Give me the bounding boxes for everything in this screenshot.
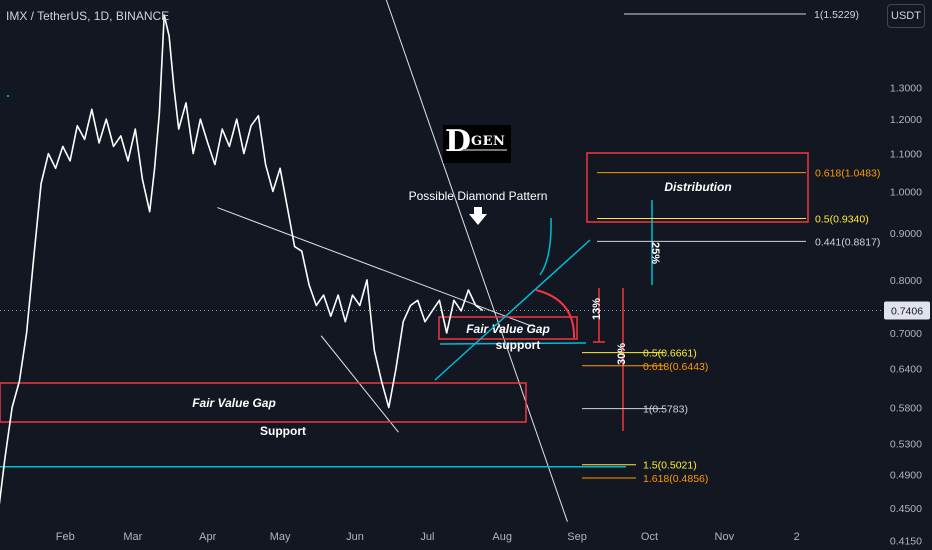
y-tick-label: 1.3000 xyxy=(890,82,922,94)
x-tick-label: Mar xyxy=(123,531,142,543)
x-tick-label: Feb xyxy=(56,531,75,543)
pct-13-label: 13% xyxy=(591,298,603,320)
logo-text: GEN xyxy=(471,134,506,149)
time-axis xyxy=(0,522,884,550)
current-price-label: 0.7406 xyxy=(891,306,923,318)
y-tick-label: 0.6400 xyxy=(890,363,922,375)
x-tick-label: Jun xyxy=(346,531,364,543)
downtrend-line xyxy=(385,0,568,522)
current-price-badge xyxy=(884,301,930,320)
y-tick-label: 0.8000 xyxy=(890,275,922,287)
x-tick-label: Nov xyxy=(715,531,735,543)
fvg-lower-label: Fair Value Gap xyxy=(192,396,276,410)
distribution-box xyxy=(586,152,809,223)
y-tick-label: 0.4150 xyxy=(890,535,922,547)
uptrend-line-upper xyxy=(217,207,532,327)
fib-label: 1(1.5229) xyxy=(814,9,859,21)
down-arrow-icon xyxy=(469,207,487,225)
y-tick-label: 1.1000 xyxy=(890,149,922,161)
x-tick-label: May xyxy=(270,531,291,543)
fib-label: 0.5(0.9340) xyxy=(815,213,869,225)
x-tick-label: Oct xyxy=(641,531,658,543)
y-tick-label: 1.2000 xyxy=(890,114,922,126)
pct-25-label: 25% xyxy=(649,242,661,264)
y-tick-label: 0.5300 xyxy=(890,438,922,450)
x-tick-label: Apr xyxy=(199,531,216,543)
distribution-label: Distribution xyxy=(664,180,731,194)
price-series-line xyxy=(0,14,484,505)
support-small-label: support xyxy=(496,338,541,352)
fib-label: 1(0.5783) xyxy=(643,404,688,416)
y-tick-label: 0.4900 xyxy=(890,469,922,481)
red-arc xyxy=(535,289,576,339)
fvg-upper-box xyxy=(438,316,578,340)
diamond-curve xyxy=(539,217,552,276)
channel-line-lower xyxy=(320,335,399,433)
y-tick-label: 1.0000 xyxy=(890,186,922,198)
diamond-pattern-label: Possible Diamond Pattern xyxy=(409,189,548,203)
pct-30-label: 30% xyxy=(616,343,628,365)
fvg-upper-label: Fair Value Gap xyxy=(466,322,550,336)
currency-button[interactable]: USDT xyxy=(887,4,925,28)
support-label-bg xyxy=(254,424,312,438)
fib-label: 0.618(0.6443) xyxy=(643,361,708,373)
y-tick-label: 0.9000 xyxy=(890,228,922,240)
logo-letter: D xyxy=(445,124,472,159)
fib-label: 1.5(0.5021) xyxy=(643,460,697,472)
y-tick-label: 0.4500 xyxy=(890,503,922,515)
cyan-dot xyxy=(7,95,9,97)
support-small-line xyxy=(439,342,587,345)
fib-label: 0.5(0.6661) xyxy=(643,348,697,360)
x-tick-label: Sep xyxy=(567,531,587,543)
y-tick-label: 0.7000 xyxy=(890,328,922,340)
x-tick-label: Aug xyxy=(492,531,512,543)
fib-label: 0.441(0.8817) xyxy=(815,236,880,248)
symbol-title: IMX / TetherUS, 1D, BINANCE xyxy=(6,9,170,23)
rising-trendline xyxy=(434,239,591,381)
fib-label: 0.618(1.0483) xyxy=(815,168,880,180)
x-tick-label: Jul xyxy=(420,531,434,543)
logo-underline xyxy=(463,149,507,151)
x-tick-label: 2 xyxy=(794,531,800,543)
price-axis xyxy=(884,0,932,550)
logo: D GEN xyxy=(443,125,511,163)
support-label: Support xyxy=(260,424,306,438)
fvg-lower-box xyxy=(0,382,527,423)
fib-label: 1.618(0.4856) xyxy=(643,473,708,485)
y-tick-label: 0.5800 xyxy=(890,403,922,415)
